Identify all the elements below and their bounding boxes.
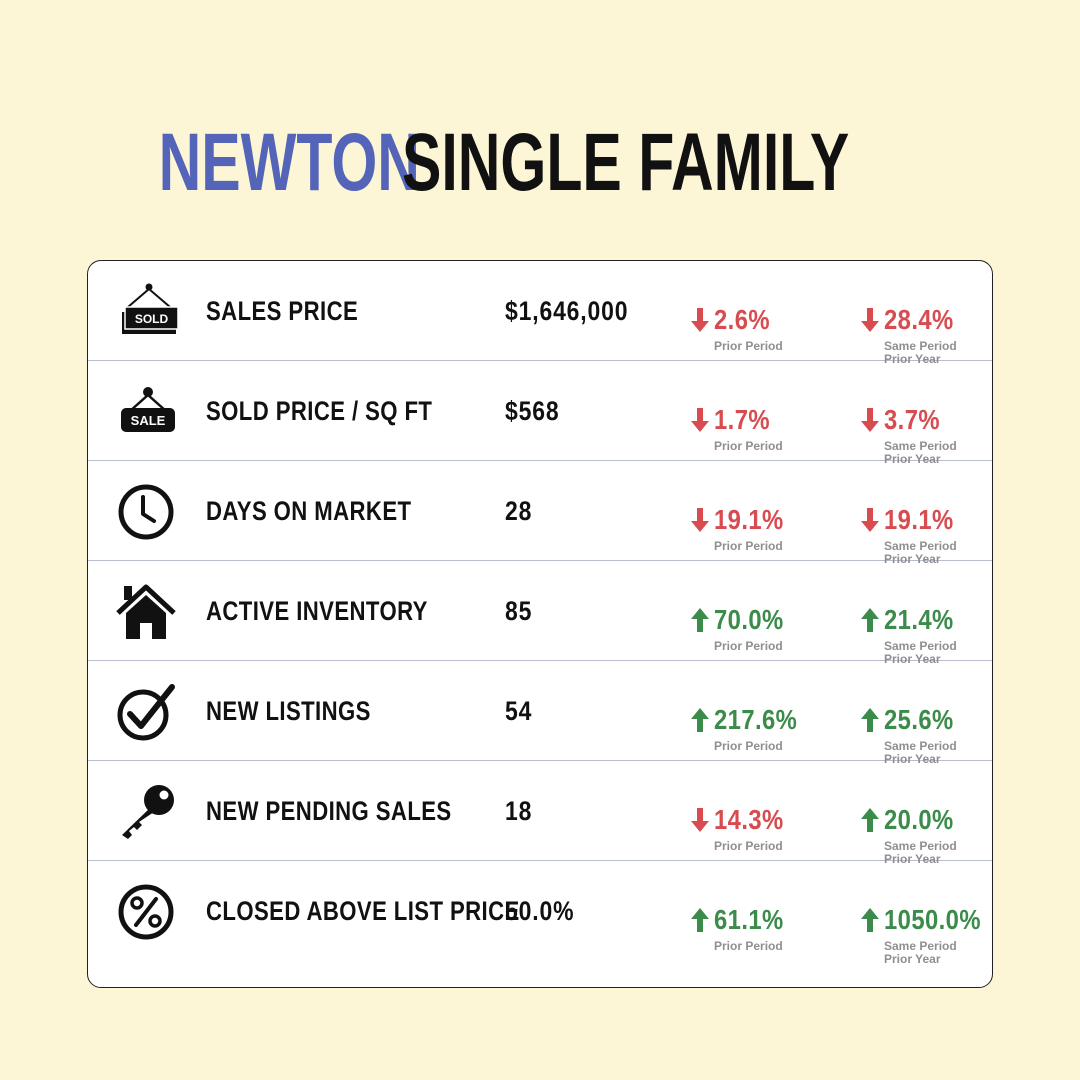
prior-period-pct: 19.1% — [714, 504, 784, 535]
title-property-type: SINGLE FAMILY — [402, 117, 850, 208]
metric-value: $568 — [505, 396, 560, 426]
stats-table: SOLD SALES PRICE $1,646,000 2.6% Prior Perio… — [87, 260, 993, 988]
percent-icon — [116, 883, 180, 941]
prior-period-caption: Prior Period — [714, 539, 783, 553]
arrow-up-icon — [860, 607, 880, 633]
arrow-down-icon — [690, 407, 710, 433]
metric-label: SALES PRICE — [206, 296, 359, 326]
metric-value: 85 — [505, 596, 533, 626]
arrow-up-icon — [690, 907, 710, 933]
prior-period-caption: Prior Period — [714, 739, 783, 753]
table-row: CLOSED ABOVE LIST PRICE 50.0% 61.1% Prior P… — [88, 861, 992, 977]
table-row: NEW PENDING SALES 18 14.3% Prior Period 20.0… — [88, 761, 992, 866]
house-icon — [116, 583, 180, 641]
arrow-up-icon — [860, 907, 880, 933]
title-city: NEWTON — [158, 117, 420, 208]
metric-label: CLOSED ABOVE LIST PRICE — [206, 896, 520, 926]
arrow-up-icon — [860, 807, 880, 833]
prior-year-caption-line2: Prior Year — [884, 352, 941, 366]
arrow-down-icon — [690, 807, 710, 833]
prior-year-caption-line1: Same Period — [884, 939, 957, 953]
prior-period-caption: Prior Period — [714, 439, 783, 453]
page-title: NEWTON SINGLE FAMILY — [0, 118, 1080, 208]
prior-period-pct: 217.6% — [714, 704, 798, 735]
prior-period-caption: Prior Period — [714, 339, 783, 353]
clock-icon — [116, 483, 180, 541]
prior-year-caption: Same Period Prior Year — [884, 940, 957, 966]
prior-year-caption-line2: Prior Year — [884, 952, 941, 966]
prior-year-caption-line2: Prior Year — [884, 652, 941, 666]
arrow-down-icon — [690, 507, 710, 533]
prior-year-pct: 21.4% — [884, 604, 954, 635]
checkmark-icon — [116, 683, 180, 741]
prior-year-caption: Same Period Prior Year — [884, 340, 957, 366]
prior-year-caption-line1: Same Period — [884, 839, 957, 853]
prior-year-caption-line2: Prior Year — [884, 452, 941, 466]
prior-period-caption: Prior Period — [714, 939, 783, 953]
metric-label: NEW LISTINGS — [206, 696, 371, 726]
sale-sign-text: SALE — [131, 413, 166, 428]
prior-year-pct: 25.6% — [884, 704, 954, 735]
prior-period-pct: 2.6% — [714, 304, 770, 335]
prior-period-caption: Prior Period — [714, 639, 783, 653]
metric-label: DAYS ON MARKET — [206, 496, 412, 526]
prior-year-caption-line1: Same Period — [884, 739, 957, 753]
prior-year-pct: 28.4% — [884, 304, 954, 335]
metric-value: 50.0% — [505, 896, 575, 926]
prior-year-caption-line1: Same Period — [884, 639, 957, 653]
prior-year-caption-line2: Prior Year — [884, 752, 941, 766]
prior-period-pct: 61.1% — [714, 904, 784, 935]
arrow-up-icon — [690, 707, 710, 733]
arrow-down-icon — [690, 307, 710, 333]
prior-year-pct: 3.7% — [884, 404, 940, 435]
arrow-up-icon — [690, 607, 710, 633]
prior-period-pct: 70.0% — [714, 604, 784, 635]
prior-year-caption: Same Period Prior Year — [884, 840, 957, 866]
table-row: SOLD SALES PRICE $1,646,000 2.6% Prior Perio… — [88, 261, 992, 366]
table-row: SALE SOLD PRICE / SQ FT $568 1.7% Prior Peri… — [88, 361, 992, 466]
sold-sign-icon: SOLD — [116, 283, 180, 341]
metric-label: NEW PENDING SALES — [206, 796, 452, 826]
sale-sign-icon: SALE — [116, 383, 180, 441]
metric-value: 28 — [505, 496, 533, 526]
prior-year-caption-line1: Same Period — [884, 539, 957, 553]
prior-year-pct: 1050.0% — [884, 904, 981, 935]
prior-year-caption-line2: Prior Year — [884, 852, 941, 866]
prior-year-caption: Same Period Prior Year — [884, 740, 957, 766]
prior-year-pct: 20.0% — [884, 804, 954, 835]
prior-period-pct: 14.3% — [714, 804, 784, 835]
metric-label: ACTIVE INVENTORY — [206, 596, 428, 626]
prior-year-caption: Same Period Prior Year — [884, 540, 957, 566]
arrow-up-icon — [860, 707, 880, 733]
key-icon — [116, 783, 180, 841]
prior-year-caption-line1: Same Period — [884, 339, 957, 353]
table-row: NEW LISTINGS 54 217.6% Prior Period 25.6% Sam… — [88, 661, 992, 766]
prior-year-caption-line2: Prior Year — [884, 552, 941, 566]
prior-year-caption-line1: Same Period — [884, 439, 957, 453]
prior-year-caption: Same Period Prior Year — [884, 440, 957, 466]
prior-period-caption: Prior Period — [714, 839, 783, 853]
prior-year-caption: Same Period Prior Year — [884, 640, 957, 666]
metric-label: SOLD PRICE / SQ FT — [206, 396, 433, 426]
table-row: ACTIVE INVENTORY 85 70.0% Prior Period 21.4%… — [88, 561, 992, 666]
metric-value: 54 — [505, 696, 533, 726]
prior-year-pct: 19.1% — [884, 504, 954, 535]
metric-value: $1,646,000 — [505, 296, 629, 326]
metric-value: 18 — [505, 796, 533, 826]
sold-sign-text: SOLD — [135, 312, 169, 326]
arrow-down-icon — [860, 307, 880, 333]
table-row: DAYS ON MARKET 28 19.1% Prior Period 19.1% Sa… — [88, 461, 992, 566]
arrow-down-icon — [860, 507, 880, 533]
arrow-down-icon — [860, 407, 880, 433]
prior-period-pct: 1.7% — [714, 404, 770, 435]
